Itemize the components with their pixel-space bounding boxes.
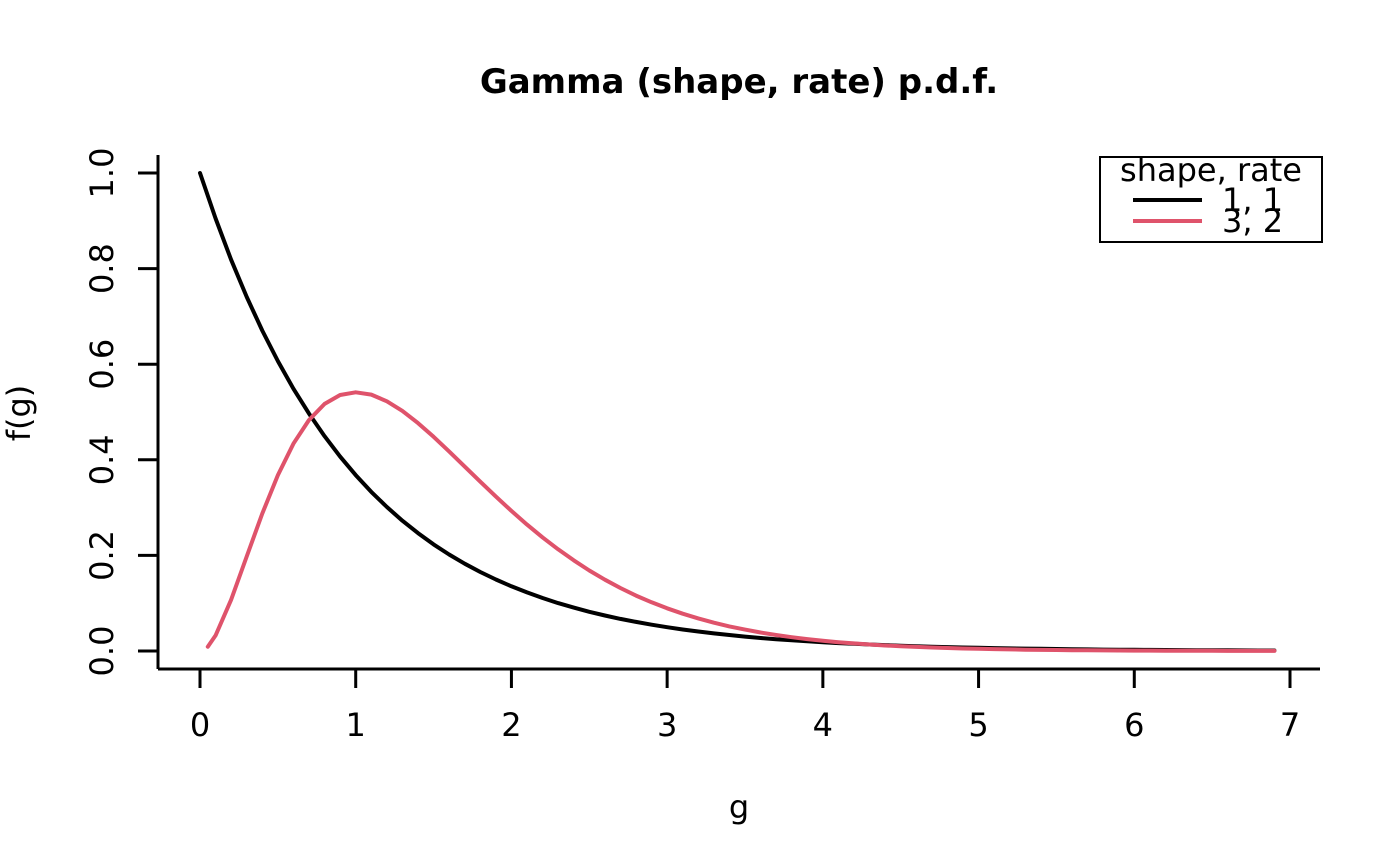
y-tick-label: 1.0 — [83, 148, 121, 199]
series-curve — [198, 171, 1277, 653]
x-tick-label: 7 — [1280, 706, 1300, 744]
y-tick-label: 0.4 — [83, 434, 121, 485]
x-tick-label: 1 — [346, 706, 366, 744]
y-tick-label: 0.6 — [83, 339, 121, 390]
series-lines — [198, 171, 1277, 653]
x-axis-ticks: 0 1 2 3 4 5 6 7 — [190, 669, 1300, 744]
x-tick-label: 0 — [190, 706, 210, 744]
legend-title: shape, rate — [1120, 151, 1302, 189]
x-tick-label: 6 — [1124, 706, 1144, 744]
x-tick-label: 4 — [813, 706, 833, 744]
y-tick-label: 0.8 — [83, 243, 121, 294]
legend-entry-label: 3, 2 — [1222, 202, 1283, 240]
axes — [156, 155, 1320, 671]
x-tick-label: 2 — [501, 706, 521, 744]
x-tick-label: 3 — [657, 706, 677, 744]
y-axis-ticks: 0.0 0.2 0.4 0.6 0.8 1.0 — [83, 148, 158, 677]
y-axis-label: f(g) — [0, 385, 38, 442]
y-tick-label: 0.2 — [83, 530, 121, 581]
x-tick-label: 5 — [968, 706, 988, 744]
chart-title: Gamma (shape, rate) p.d.f. — [480, 62, 998, 102]
legend-entries: 1, 13, 2 — [1133, 181, 1283, 240]
legend-entry-label: 1, 1 — [1222, 181, 1283, 219]
x-axis-label: g — [729, 788, 749, 826]
y-tick-label: 0.0 — [83, 626, 121, 677]
series-curve — [205, 390, 1277, 653]
legend: shape, rate 1, 13, 2 — [1099, 151, 1323, 243]
